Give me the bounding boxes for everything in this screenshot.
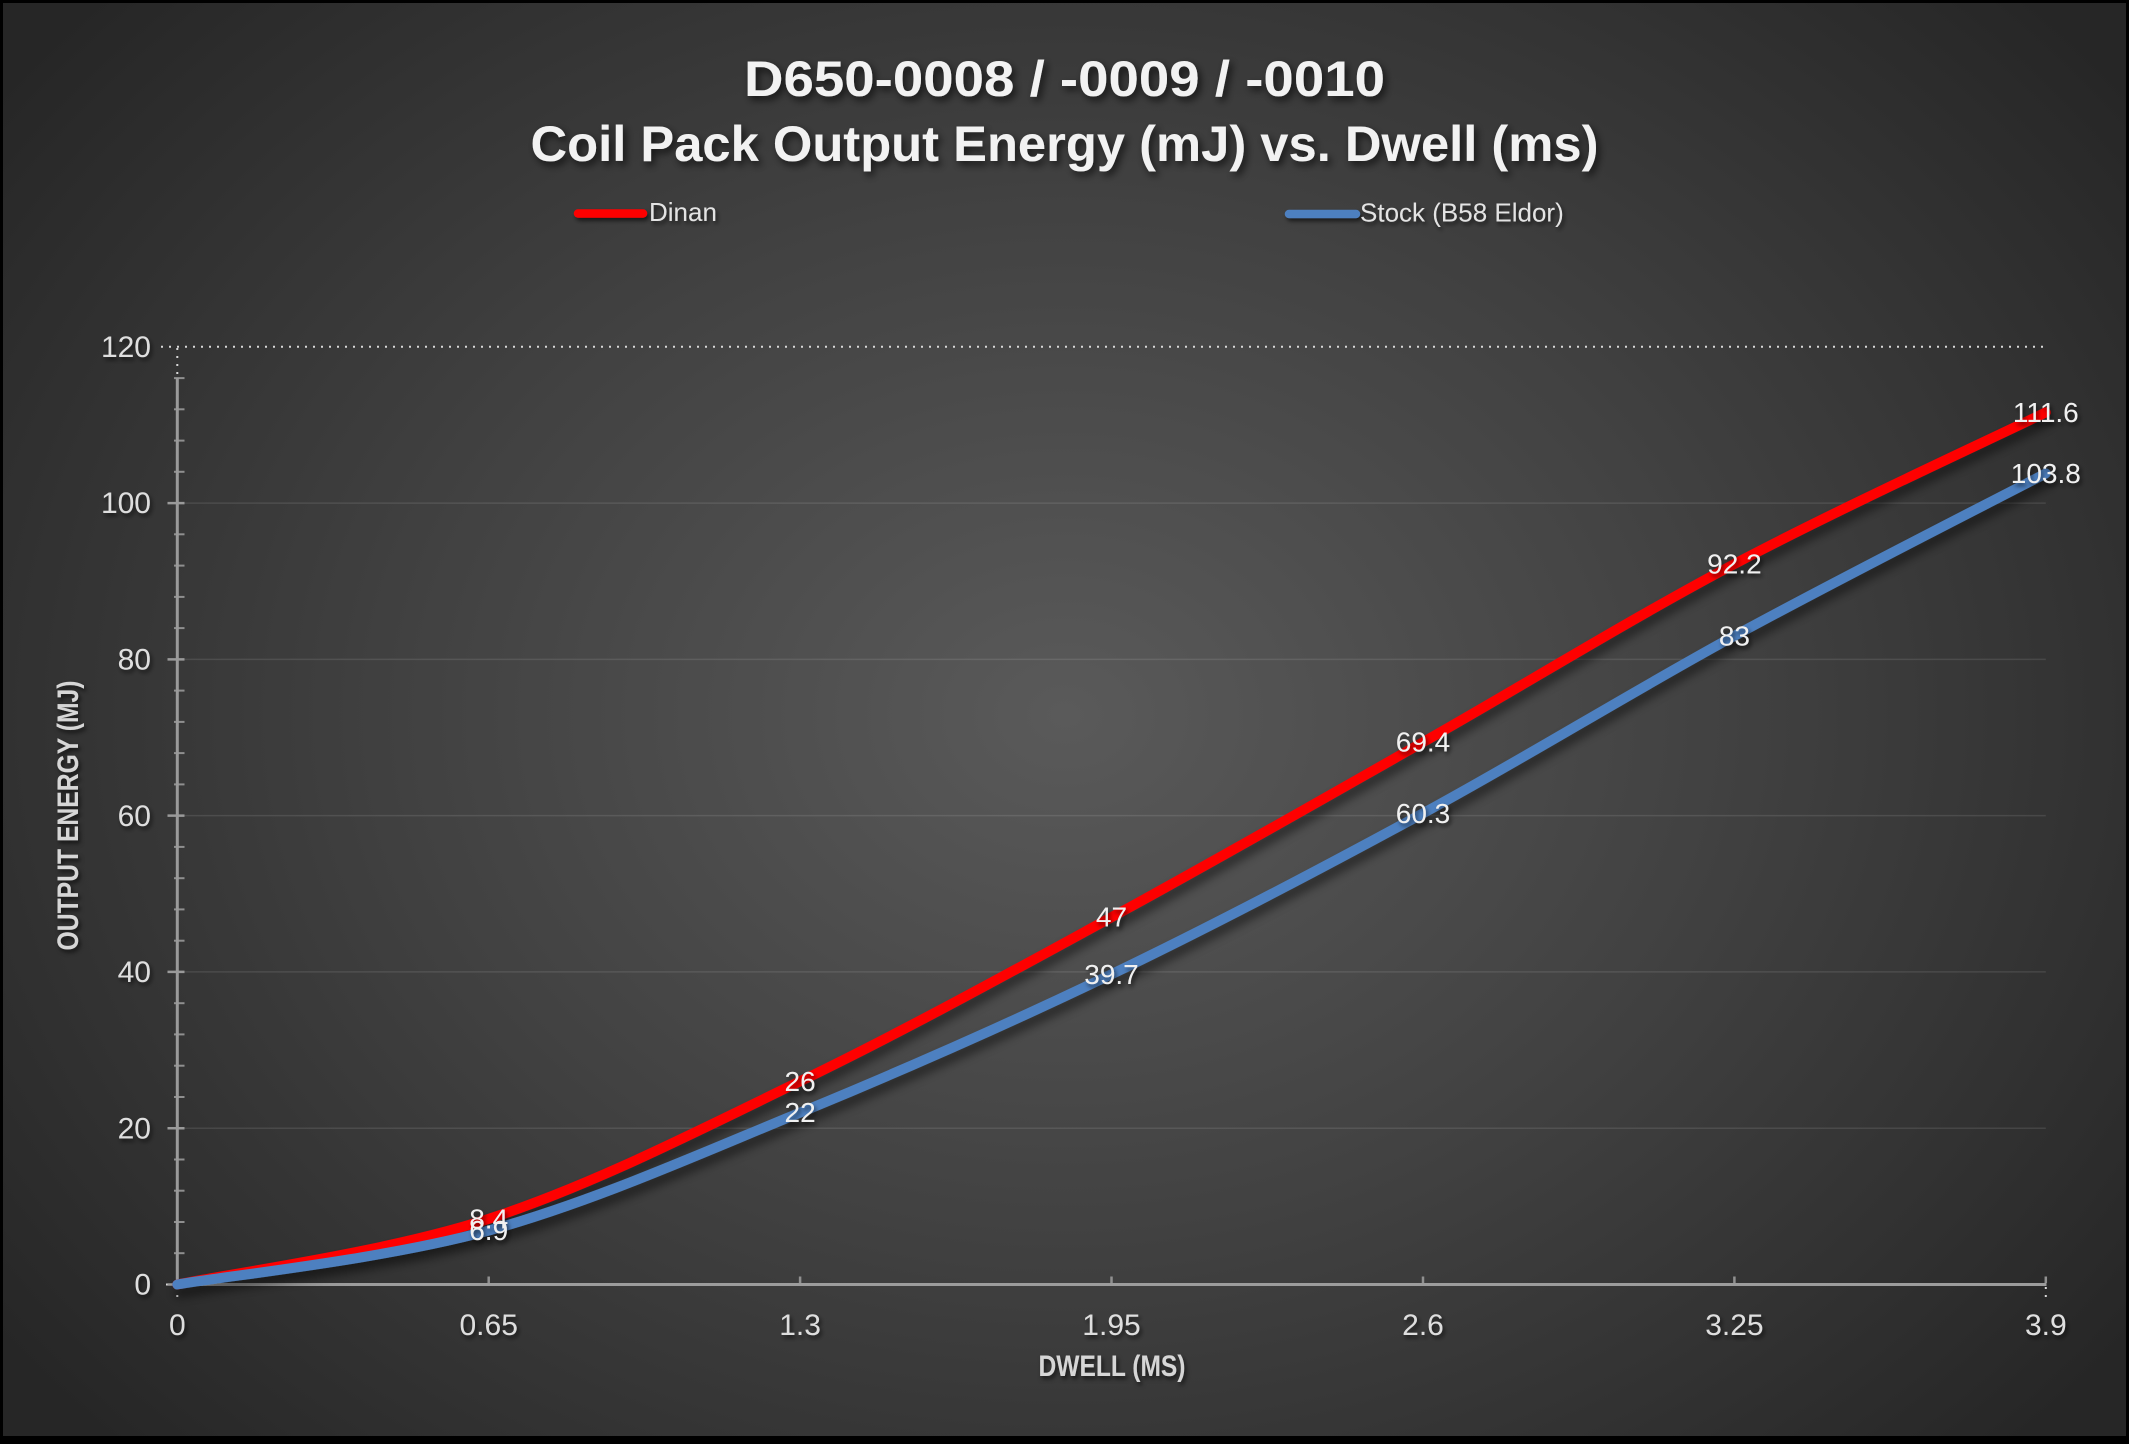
svg-text:2.6: 2.6 <box>1402 1309 1444 1342</box>
svg-text:100: 100 <box>101 487 151 520</box>
svg-text:20: 20 <box>118 1112 151 1145</box>
svg-text:6.9: 6.9 <box>469 1215 508 1246</box>
svg-text:DWELL (MS): DWELL (MS) <box>1039 1350 1186 1383</box>
svg-text:92.2: 92.2 <box>1707 549 1762 580</box>
svg-text:Coil Pack Output Energy (mJ) v: Coil Pack Output Energy (mJ) vs. Dwell (… <box>531 116 1599 172</box>
svg-text:0: 0 <box>134 1269 151 1302</box>
svg-text:26: 26 <box>785 1066 816 1097</box>
svg-text:OUTPUT ENERGY (MJ): OUTPUT ENERGY (MJ) <box>52 681 85 951</box>
svg-text:Dinan: Dinan <box>649 197 717 227</box>
svg-text:22: 22 <box>785 1097 816 1128</box>
svg-text:D650-0008 / -0009 / -0010: D650-0008 / -0009 / -0010 <box>744 51 1385 107</box>
svg-text:1.3: 1.3 <box>779 1309 821 1342</box>
svg-text:3.25: 3.25 <box>1705 1309 1763 1342</box>
svg-text:8.4: 8.4 <box>469 1203 508 1234</box>
svg-text:0: 0 <box>169 1309 186 1342</box>
svg-text:Stock (B58 Eldor): Stock (B58 Eldor) <box>1360 198 1564 228</box>
svg-text:3.9: 3.9 <box>2025 1309 2067 1342</box>
svg-text:0.65: 0.65 <box>460 1309 518 1342</box>
svg-text:60: 60 <box>118 800 151 833</box>
svg-text:80: 80 <box>118 644 151 677</box>
svg-text:40: 40 <box>118 956 151 989</box>
svg-text:1.95: 1.95 <box>1082 1309 1140 1342</box>
svg-text:120: 120 <box>101 331 151 364</box>
svg-text:111.6: 111.6 <box>2013 397 2079 428</box>
svg-text:39.7: 39.7 <box>1084 959 1139 990</box>
svg-text:60.3: 60.3 <box>1396 798 1451 829</box>
svg-text:103.8: 103.8 <box>2011 458 2081 489</box>
svg-text:69.4: 69.4 <box>1396 727 1451 758</box>
svg-text:47: 47 <box>1096 902 1127 933</box>
svg-text:83: 83 <box>1719 620 1750 651</box>
